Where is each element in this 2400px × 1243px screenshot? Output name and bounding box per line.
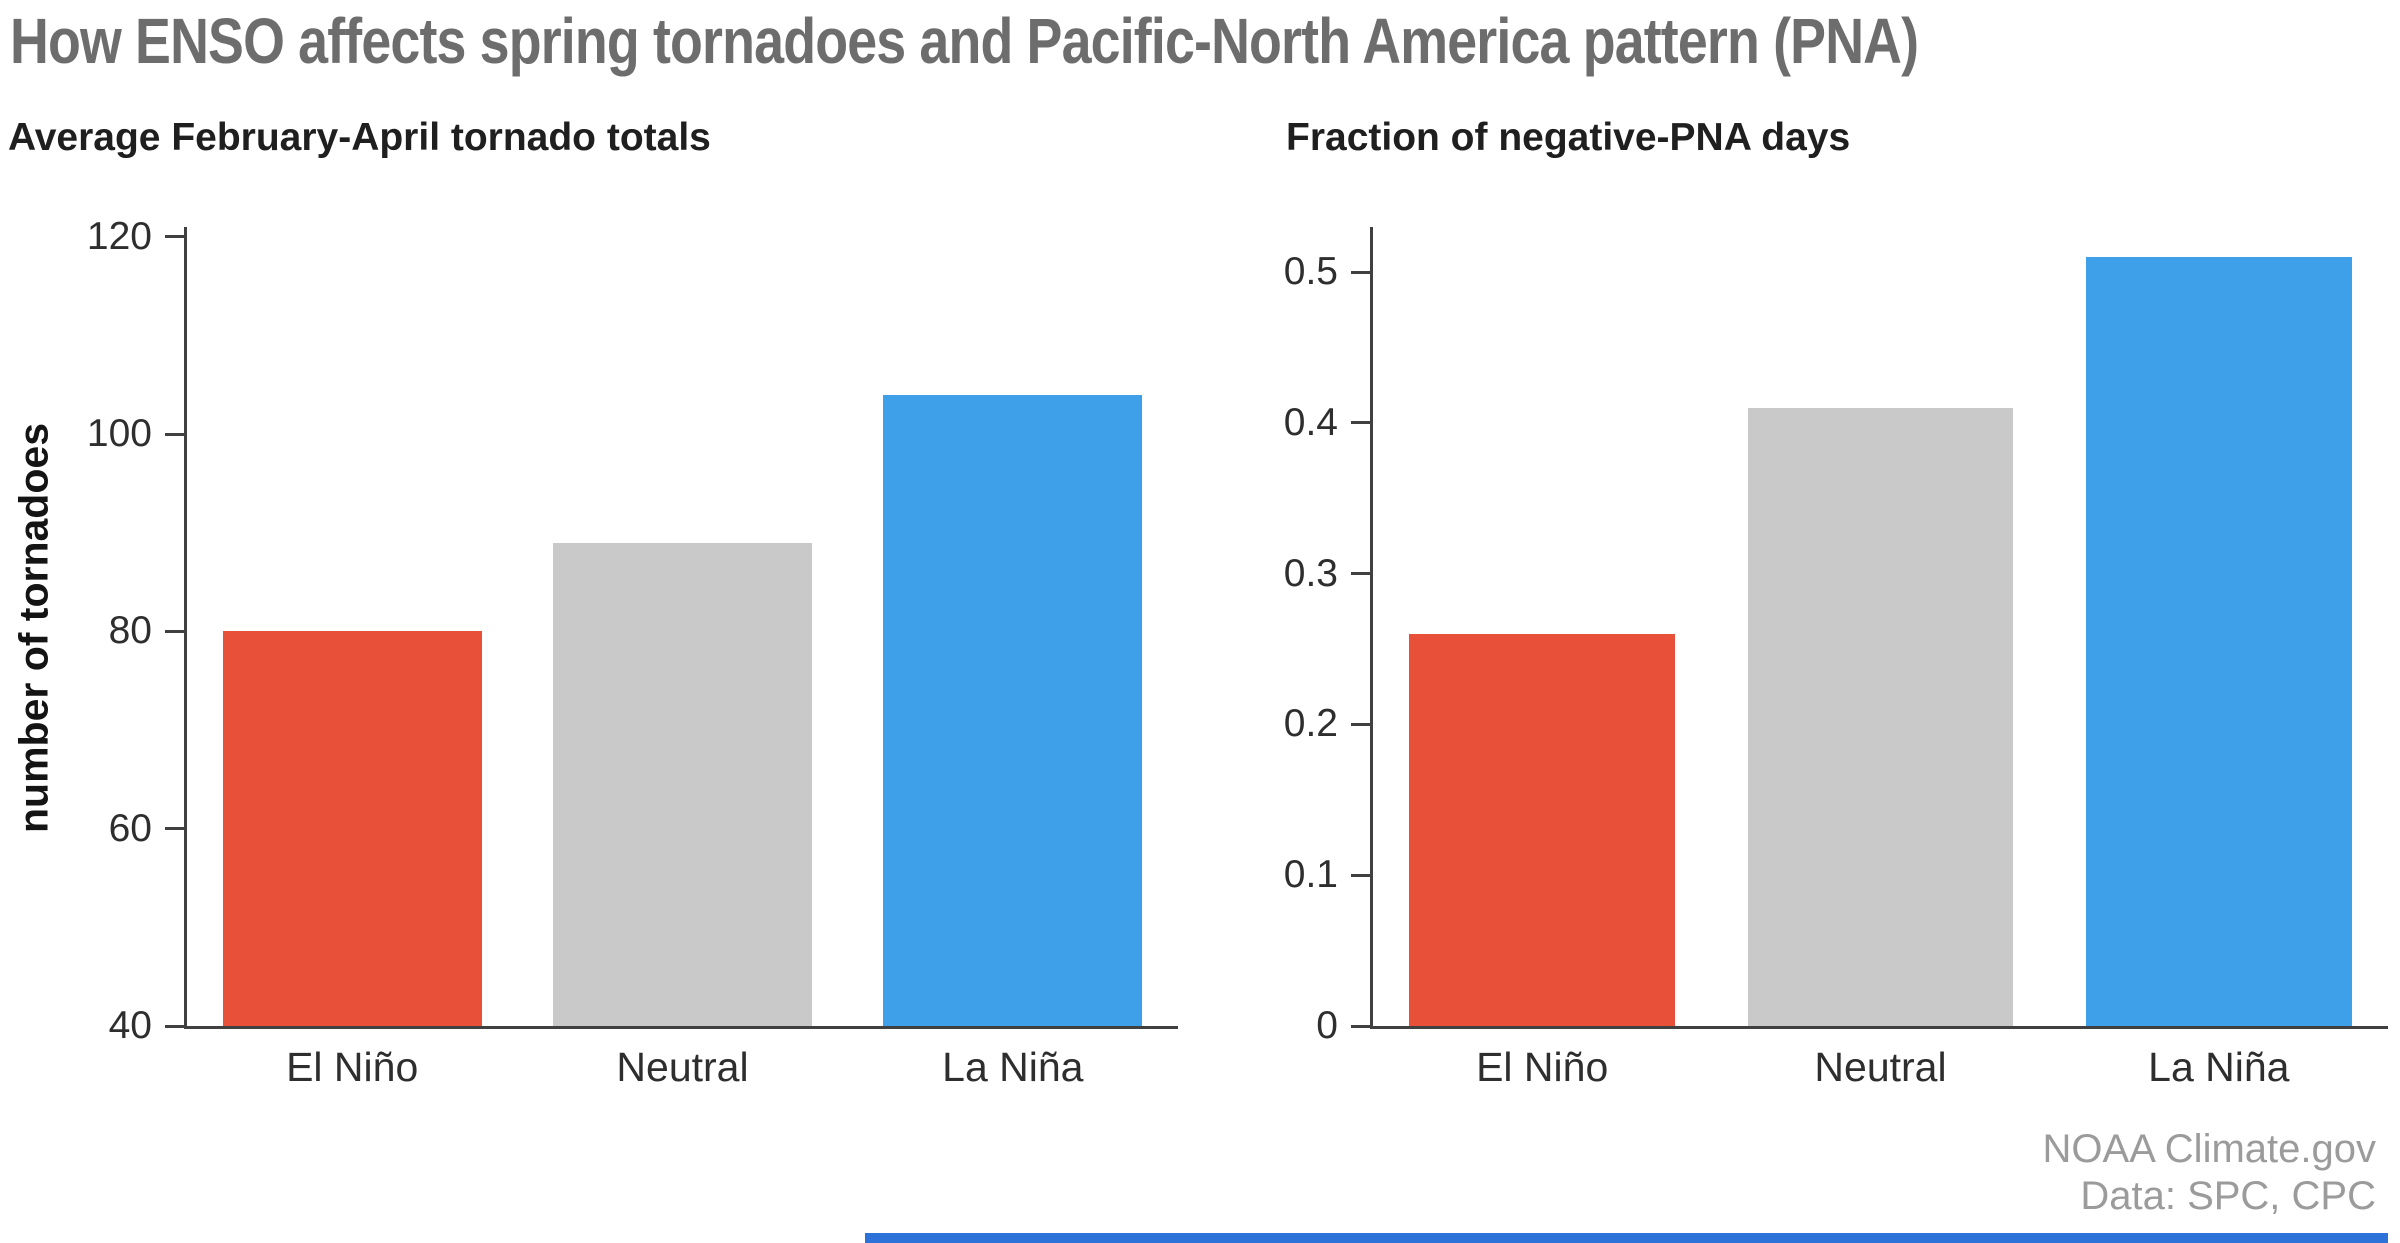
- chart-subtitle-tornado-totals: Average February-April tornado totals: [8, 116, 711, 159]
- y-tick-label: 80: [108, 609, 152, 653]
- y-tick-mark: [1351, 421, 1370, 425]
- y-tick-label: 0: [1316, 1004, 1338, 1047]
- y-tick-mark: [165, 1024, 184, 1028]
- y-tick-mark: [1351, 722, 1370, 726]
- y-tick-mark: [1351, 270, 1370, 274]
- y-tick-mark: [1351, 873, 1370, 877]
- y-tick-label: 0.2: [1283, 702, 1338, 746]
- y-tick-label: 0.4: [1283, 400, 1338, 444]
- plot-area-tornado-totals: 40 60 80 100 120 El Niño Neutral La Niña: [87, 215, 1178, 1090]
- bar-el-nin-o: [1409, 634, 1675, 1026]
- y-tick-label: 60: [108, 806, 152, 850]
- bar-la-nin-a: [883, 394, 1143, 1026]
- y-tick-label: 0.3: [1283, 551, 1338, 595]
- bar-neutral: [1747, 407, 2014, 1026]
- x-category-label-la-nin-a: La Niña: [2148, 1044, 2290, 1090]
- bar-el-nin-o: [222, 631, 482, 1026]
- attribution-data-credit: Data: SPC, CPC: [2080, 1173, 2376, 1218]
- attribution: NOAA Climate.gov Data: SPC, CPC: [2043, 1126, 2376, 1220]
- plot-area-negative-pna: 0 0.1 0.2 0.3 0.4 0.5 El Niño Neutral La Niña: [1284, 227, 2388, 1090]
- bar-neutral: [552, 542, 813, 1026]
- y-tick-mark: [165, 629, 184, 633]
- footer-strip: [865, 1233, 2388, 1243]
- x-category-label-la-nin-a: La Niña: [942, 1044, 1084, 1090]
- main-title-text: How ENSO affects spring tornadoes and Pa…: [10, 5, 1919, 77]
- y-tick-mark: [165, 827, 184, 831]
- y-tick-label: 40: [108, 1004, 152, 1047]
- chart-subtitle-negative-pna: Fraction of negative-PNA days: [1286, 116, 1851, 159]
- main-title: How ENSO affects spring tornadoes and Pa…: [10, 4, 2282, 78]
- x-category-label-neutral: Neutral: [1814, 1044, 1947, 1090]
- attribution-source: NOAA Climate.gov: [2042, 1127, 2376, 1171]
- y-tick-mark: [1351, 572, 1370, 576]
- x-category-label-el-nin-o: El Niño: [286, 1044, 419, 1090]
- y-tick-label: 120: [86, 214, 152, 258]
- x-category-label-neutral: Neutral: [616, 1044, 749, 1090]
- y-tick-mark: [1351, 1024, 1370, 1028]
- y-tick-label: 0.5: [1283, 250, 1338, 294]
- bar-la-nin-a: [2086, 257, 2352, 1026]
- y-tick-label: 100: [86, 412, 152, 456]
- y-tick-mark: [165, 432, 184, 436]
- y-tick-mark: [165, 235, 184, 239]
- y-tick-label: 0.1: [1283, 853, 1338, 897]
- x-category-label-el-nin-o: El Niño: [1476, 1044, 1609, 1090]
